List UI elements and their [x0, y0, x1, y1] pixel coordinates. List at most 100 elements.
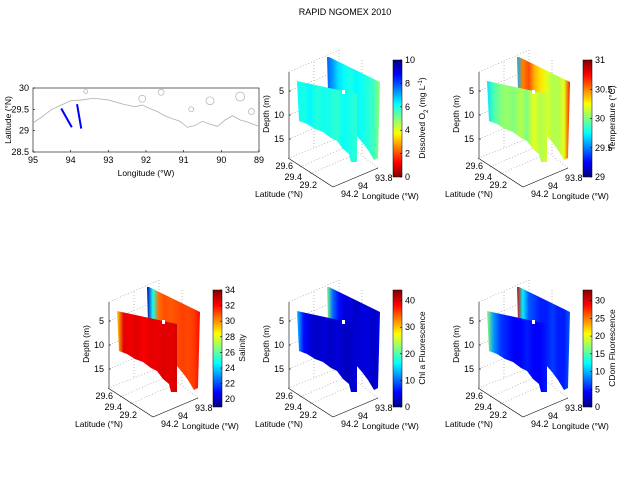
x-tick-label: 90 — [216, 155, 226, 165]
transect-line-1 — [60, 107, 73, 128]
longitude-axis-line — [152, 397, 199, 418]
latitude-axis-label: Latitude (°N) — [255, 419, 303, 429]
grid-line — [108, 279, 160, 303]
colorbar-tick-label: 30.5 — [595, 84, 613, 94]
colorbar-tick-label: 29 — [595, 172, 605, 182]
colorbar-tick-label: 30 — [595, 114, 605, 124]
depth-tick-label: 10 — [274, 110, 284, 120]
depth-tick-label: 15 — [274, 364, 284, 374]
latitude-tick-label: 29.4 — [284, 172, 302, 182]
grid-line — [309, 153, 357, 175]
map-panel: 95 94 93 92 91 90 89 30 29.5 29 28.5 Longitude (°W)… — [3, 83, 264, 178]
x-tick-label: 93 — [103, 155, 113, 165]
latitude-axis-line — [107, 387, 154, 418]
colorbar-tick-label: 6 — [405, 102, 410, 112]
data-gap — [532, 320, 535, 324]
colorbar-tick-label: 40 — [405, 296, 415, 306]
longitude-tick-label: 93.8 — [565, 403, 583, 413]
colorbar-tick-label: 0 — [405, 172, 410, 182]
latitude-tick-label: 29.4 — [474, 172, 492, 182]
grid-line — [338, 137, 379, 169]
latitude-axis-line — [287, 157, 334, 188]
colorbar-tick-label: 32 — [225, 301, 235, 311]
colorbar-tick-label: 15 — [595, 349, 605, 359]
depth-tick-label: 5 — [469, 316, 474, 326]
longitude-tick-label: 94 — [178, 411, 188, 421]
colorbar-tick-label: 30 — [595, 296, 605, 306]
grid-line — [478, 49, 530, 73]
colorbar-tick-label: 28 — [225, 332, 235, 342]
longitude-axis-line — [522, 167, 569, 188]
colorbar-tick-label: 10 — [595, 367, 605, 377]
grid-line — [299, 146, 347, 168]
latitude-tick-label: 29.6 — [465, 161, 483, 171]
depth-tick-label: 5 — [279, 316, 284, 326]
transect-line-2 — [76, 104, 83, 129]
latitude-axis-label: Latitude (°N) — [75, 419, 123, 429]
colorbar-tick-label: 8 — [405, 78, 410, 88]
x-tick-label: 89 — [254, 155, 264, 165]
depth-tick-label: 15 — [274, 134, 284, 144]
x-tick-label: 91 — [179, 155, 189, 165]
data-gap — [532, 90, 535, 94]
colorbar-tick-label: 0 — [405, 402, 410, 412]
depth-axis-label: Depth (m) — [451, 95, 461, 133]
colorbar-tick-label: 20 — [405, 349, 415, 359]
x-tick-label: 95 — [28, 155, 38, 165]
label-subscript: 2 — [424, 109, 430, 113]
x-axis-label: Longitude (°W) — [118, 168, 175, 178]
colorbar-tick-label: 34 — [225, 285, 235, 295]
depth-tick-label: 10 — [94, 340, 104, 350]
longitude-tick-label: 94.2 — [341, 419, 359, 429]
front-transect-curtain — [487, 311, 547, 392]
grid-line — [489, 146, 537, 168]
grid-line — [338, 367, 379, 399]
depth-axis-label: Depth (m) — [81, 325, 91, 363]
depth-tick-label: 10 — [274, 340, 284, 350]
y-tick-label: 28.5 — [11, 147, 29, 157]
colorbar — [392, 289, 403, 408]
depth-tick-label: 5 — [99, 316, 104, 326]
longitude-tick-label: 93.8 — [565, 173, 583, 183]
coastline-island — [157, 88, 165, 96]
latitude-tick-label: 29.6 — [275, 391, 293, 401]
label-text: Dissolved O — [417, 113, 427, 159]
colorbar-tick-label: 20 — [595, 331, 605, 341]
longitude-axis-label: Longitude (°W) — [362, 191, 419, 201]
colorbar-tick-label: 2 — [405, 149, 410, 159]
data-gap — [162, 320, 165, 324]
colorbar-tick-label: 29.5 — [595, 143, 613, 153]
latitude-tick-label: 29.2 — [119, 410, 137, 420]
longitude-tick-label: 94 — [548, 181, 558, 191]
depth-axis-label: Depth (m) — [261, 325, 271, 363]
longitude-tick-label: 94.2 — [531, 189, 549, 199]
y-tick-label: 30 — [19, 83, 29, 93]
latitude-tick-label: 29.6 — [95, 391, 113, 401]
colorbar-tick-label: 10 — [405, 375, 415, 385]
longitude-tick-label: 94.2 — [531, 419, 549, 429]
y-tick-label: 29.5 — [11, 104, 29, 114]
longitude-axis-line — [332, 167, 379, 188]
longitude-tick-label: 93.8 — [375, 173, 393, 183]
coastline — [32, 97, 260, 128]
coastline-island — [188, 106, 195, 113]
colorbar-tick-label: 24 — [225, 363, 235, 373]
coastline-island — [138, 94, 147, 103]
depth-tick-label: 5 — [469, 86, 474, 96]
label-superscript: -1 — [418, 79, 424, 85]
longitude-axis-label: Longitude (°W) — [182, 421, 239, 431]
longitude-tick-label: 93.8 — [375, 403, 393, 413]
grid-line — [288, 49, 340, 73]
colorbar-label: Chl a Fluorescence — [417, 311, 427, 385]
colorbar-label: Dissolved O2 (mg L-1) — [417, 77, 430, 159]
latitude-axis-line — [477, 387, 524, 418]
colorbar — [392, 59, 403, 178]
colorbar-label: Temperature (°C) — [607, 85, 617, 150]
depth-tick-label: 15 — [94, 364, 104, 374]
colorbar-tick-label: 22 — [225, 379, 235, 389]
latitude-axis-line — [287, 387, 334, 418]
grid-line — [528, 367, 569, 399]
